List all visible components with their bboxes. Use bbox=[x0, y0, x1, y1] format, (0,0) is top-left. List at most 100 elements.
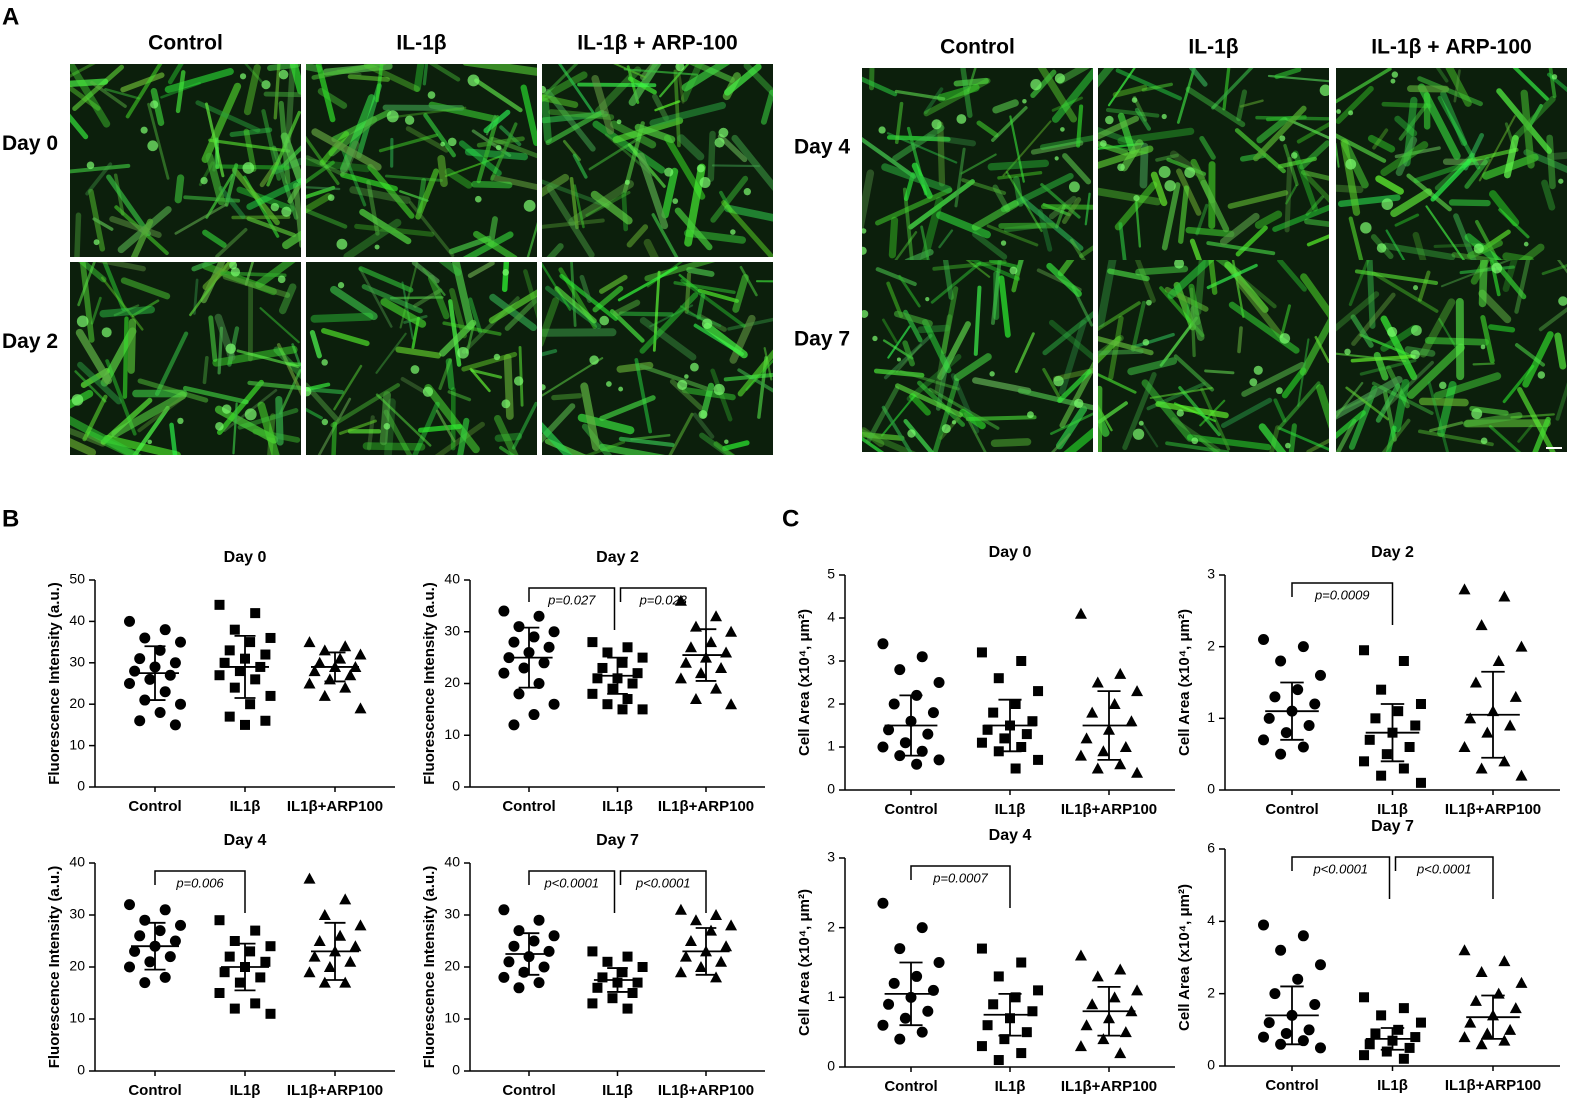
chart-title: Day 2 bbox=[596, 549, 639, 566]
cell-fiber bbox=[518, 345, 524, 407]
data-point bbox=[1080, 732, 1093, 744]
cell-fiber bbox=[1039, 135, 1093, 150]
cell-fiber bbox=[637, 152, 669, 230]
cell-fiber bbox=[1222, 68, 1231, 111]
cell-body bbox=[1491, 262, 1503, 274]
data-point bbox=[877, 897, 889, 909]
cell-fiber bbox=[1159, 316, 1198, 367]
y-tick-label: 4 bbox=[1207, 912, 1215, 928]
cell-fiber bbox=[1350, 314, 1374, 348]
cell-fiber bbox=[1200, 179, 1230, 233]
cell-fiber bbox=[317, 397, 352, 455]
data-point bbox=[303, 966, 316, 978]
cell-fiber bbox=[474, 78, 523, 113]
cell-fiber bbox=[306, 135, 340, 186]
cell-fiber bbox=[104, 87, 141, 100]
data-point bbox=[1074, 1040, 1087, 1052]
data-point bbox=[607, 993, 618, 1004]
data-point bbox=[993, 1055, 1004, 1066]
cell-fiber bbox=[919, 196, 944, 260]
cell-fiber bbox=[1453, 213, 1477, 260]
data-point bbox=[1074, 749, 1087, 761]
cell-fiber bbox=[1057, 260, 1075, 277]
cell-fiber bbox=[1185, 86, 1246, 128]
cell-fiber bbox=[1351, 292, 1396, 346]
data-point bbox=[587, 998, 598, 1009]
cell-fiber bbox=[1371, 271, 1439, 313]
cell-fiber bbox=[1169, 150, 1206, 180]
data-point bbox=[260, 956, 271, 967]
y-tick-label: 30 bbox=[69, 654, 85, 670]
cell-body bbox=[1191, 437, 1199, 445]
panel-label: A bbox=[2, 3, 19, 30]
data-point bbox=[175, 698, 186, 710]
y-tick-label: 2 bbox=[827, 918, 835, 934]
cell-fiber bbox=[1418, 429, 1494, 447]
cell-body bbox=[422, 386, 434, 397]
data-point bbox=[1086, 706, 1099, 718]
cell-fiber bbox=[862, 436, 885, 452]
cell-fiber bbox=[1134, 260, 1156, 303]
cell-fiber bbox=[618, 311, 674, 317]
cell-fiber bbox=[1385, 425, 1397, 452]
cell-fiber bbox=[1498, 208, 1530, 239]
data-point bbox=[1458, 944, 1471, 956]
cell-fiber bbox=[1098, 301, 1141, 331]
cell-fiber bbox=[306, 64, 322, 73]
cell-fiber bbox=[1514, 260, 1531, 314]
data-point bbox=[1359, 992, 1370, 1003]
column-header: IL-1β + ARP-100 bbox=[1371, 36, 1531, 59]
data-point bbox=[1114, 1047, 1127, 1059]
micrograph bbox=[306, 262, 537, 455]
cell-fiber bbox=[1273, 398, 1287, 423]
data-point bbox=[976, 943, 987, 954]
cell-fiber bbox=[85, 162, 113, 196]
cell-fiber bbox=[967, 68, 977, 93]
micrograph bbox=[70, 262, 301, 455]
cell-fiber bbox=[862, 76, 898, 97]
cell-fiber bbox=[1288, 423, 1297, 452]
cell-fiber bbox=[1518, 243, 1545, 260]
cell-body bbox=[76, 315, 89, 328]
data-point bbox=[1469, 676, 1482, 688]
y-tick-label: 50 bbox=[69, 571, 85, 587]
data-point bbox=[1091, 676, 1104, 688]
row-label: Day 4 bbox=[794, 136, 850, 159]
cell-fiber bbox=[986, 224, 1039, 247]
cell-fiber bbox=[1167, 260, 1215, 299]
cell-fiber bbox=[936, 211, 991, 239]
cell-fiber bbox=[1014, 332, 1035, 374]
cell-fiber bbox=[1336, 410, 1366, 440]
column-header: IL-1β bbox=[396, 32, 446, 55]
cell-fiber bbox=[649, 101, 726, 127]
cell-fiber bbox=[1046, 262, 1082, 297]
cell-fiber bbox=[892, 124, 945, 162]
x-tick-label: IL1β bbox=[602, 1082, 633, 1099]
cell-fiber bbox=[1042, 310, 1093, 356]
cell-fiber bbox=[1299, 140, 1329, 170]
data-point bbox=[976, 737, 987, 748]
data-point bbox=[303, 677, 316, 689]
data-point bbox=[916, 922, 928, 934]
data-point bbox=[229, 1003, 240, 1014]
cell-fiber bbox=[399, 190, 429, 202]
cell-fiber bbox=[311, 64, 387, 80]
data-point bbox=[318, 976, 331, 988]
cell-fiber bbox=[1354, 269, 1439, 285]
data-point bbox=[1303, 720, 1315, 731]
cell-fiber bbox=[1135, 201, 1142, 248]
cell-fiber bbox=[1098, 68, 1115, 88]
data-point bbox=[498, 971, 510, 983]
data-point bbox=[607, 683, 618, 694]
cell-fiber bbox=[447, 390, 472, 402]
data-point bbox=[1027, 1006, 1038, 1017]
y-tick-label: 5 bbox=[827, 566, 835, 582]
cell-body bbox=[1176, 409, 1184, 417]
cell-fiber bbox=[588, 136, 642, 171]
y-axis-label: Fluorescence Intensity (a.u.) bbox=[46, 582, 63, 785]
cell-fiber bbox=[276, 343, 301, 397]
cell-fiber bbox=[526, 221, 537, 257]
y-tick-label: 0 bbox=[1207, 781, 1215, 797]
cell-body bbox=[1253, 365, 1263, 375]
cell-fiber bbox=[960, 153, 997, 175]
